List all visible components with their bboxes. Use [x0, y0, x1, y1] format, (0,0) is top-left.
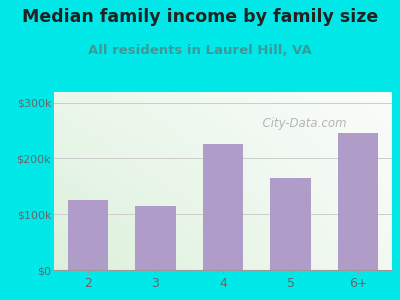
Text: All residents in Laurel Hill, VA: All residents in Laurel Hill, VA — [88, 44, 312, 56]
Bar — [135, 206, 176, 270]
Text: City-Data.com: City-Data.com — [255, 117, 346, 130]
Bar — [68, 200, 108, 270]
Bar — [270, 178, 311, 270]
Text: Median family income by family size: Median family income by family size — [22, 8, 378, 26]
Bar — [338, 133, 378, 270]
Bar — [203, 145, 243, 270]
